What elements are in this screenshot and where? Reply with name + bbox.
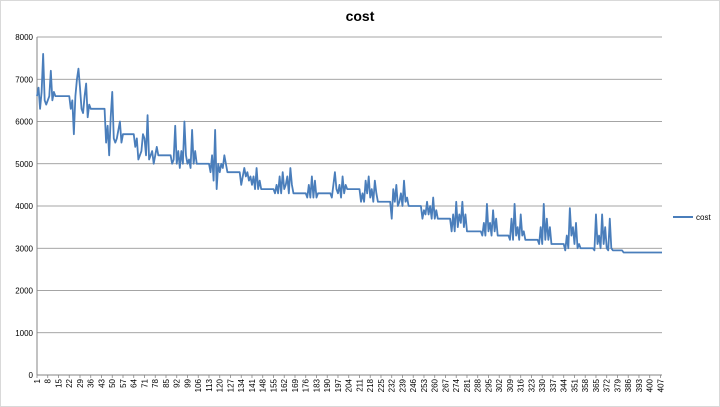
- x-tick-label: 351: [570, 378, 579, 392]
- x-tick-label: 393: [635, 378, 644, 392]
- y-tick-labels: 0 1000 2000 3000 4000 5000 6000 7000 8000: [15, 33, 33, 380]
- x-tick-label: 330: [538, 378, 547, 392]
- y-tick-label: 5000: [15, 160, 33, 169]
- x-tick-label: 204: [345, 378, 354, 392]
- series-line-cost: [36, 53, 662, 254]
- x-tick-label: 197: [334, 378, 343, 392]
- x-tick-label: 15: [54, 378, 63, 387]
- x-tick-label: 365: [592, 378, 601, 392]
- x-tick-label: 162: [280, 378, 289, 392]
- x-tick-label: 302: [495, 378, 504, 392]
- x-tick-label: 57: [119, 378, 128, 387]
- x-tick-label: 29: [76, 378, 85, 387]
- x-tick-labels: 1 8 15 22 29 36 43 50 57 64 71 78 85 92 99 106 113 120 127…: [33, 378, 665, 392]
- x-tick-label: 253: [420, 378, 429, 392]
- x-tick-label: 176: [302, 378, 311, 392]
- x-tick-label: 78: [151, 378, 160, 387]
- x-tick-label: 106: [194, 378, 203, 392]
- x-tick-label: 337: [549, 378, 558, 392]
- x-tick-label: 8: [44, 378, 53, 383]
- x-tick-label: 358: [581, 378, 590, 392]
- legend: cost: [673, 213, 711, 222]
- x-tick-label: 288: [474, 378, 483, 392]
- x-tick-label: 141: [248, 378, 257, 392]
- x-tick-label: 218: [366, 378, 375, 392]
- y-tick-label: 7000: [15, 75, 33, 84]
- series-layer: [36, 53, 662, 254]
- x-tick-label: 1: [33, 378, 42, 383]
- gridlines: [37, 36, 662, 334]
- x-tick-label: 148: [259, 378, 268, 392]
- y-tick-label: 1000: [15, 329, 33, 338]
- x-tick-label: 295: [484, 378, 493, 392]
- y-tick-label: 3000: [15, 244, 33, 253]
- x-tick-label: 43: [97, 378, 106, 387]
- x-tick-label: 323: [527, 378, 536, 392]
- y-tick-label: 8000: [15, 33, 33, 42]
- x-tick-label: 134: [237, 378, 246, 392]
- x-tick-label: 71: [140, 378, 149, 387]
- x-tick-label: 36: [87, 378, 96, 387]
- chart-title: cost: [345, 8, 375, 24]
- x-tick-label: 344: [560, 378, 569, 392]
- y-tick-label: 0: [29, 371, 34, 380]
- x-tick-label: 155: [269, 378, 278, 392]
- y-tick-label: 4000: [15, 202, 33, 211]
- x-tick-label: 400: [646, 378, 655, 392]
- x-tick-label: 407: [656, 378, 665, 392]
- x-tick-label: 309: [506, 378, 515, 392]
- x-tick-label: 260: [431, 378, 440, 392]
- x-tick-label: 274: [452, 378, 461, 392]
- x-tick-label: 211: [355, 378, 364, 391]
- x-tick-label: 85: [162, 378, 171, 387]
- x-tick-label: 225: [377, 378, 386, 392]
- x-tick-label: 232: [388, 378, 397, 392]
- x-tick-label: 169: [291, 378, 300, 392]
- x-tick-label: 372: [603, 378, 612, 392]
- y-tick-label: 2000: [15, 287, 33, 296]
- x-tick-label: 50: [108, 378, 117, 387]
- x-tick-label: 64: [130, 378, 139, 387]
- x-tick-label: 92: [173, 378, 182, 387]
- x-tick-label: 120: [216, 378, 225, 392]
- axes: [36, 37, 662, 378]
- x-tick-label: 246: [409, 378, 418, 392]
- legend-label: cost: [696, 213, 711, 222]
- x-tick-label: 22: [65, 378, 74, 387]
- x-tick-label: 316: [517, 378, 526, 392]
- x-tick-label: 267: [441, 378, 450, 392]
- x-tick-label: 183: [312, 378, 321, 392]
- x-tick-label: 113: [205, 378, 214, 391]
- x-tick-label: 239: [398, 378, 407, 392]
- x-tick-label: 379: [613, 378, 622, 392]
- y-tick-label: 6000: [15, 118, 33, 127]
- x-tick-label: 127: [226, 378, 235, 392]
- x-tick-label: 99: [183, 378, 192, 387]
- x-tick-label: 281: [463, 378, 472, 392]
- x-tick-label: 190: [323, 378, 332, 392]
- x-tick-label: 386: [624, 378, 633, 392]
